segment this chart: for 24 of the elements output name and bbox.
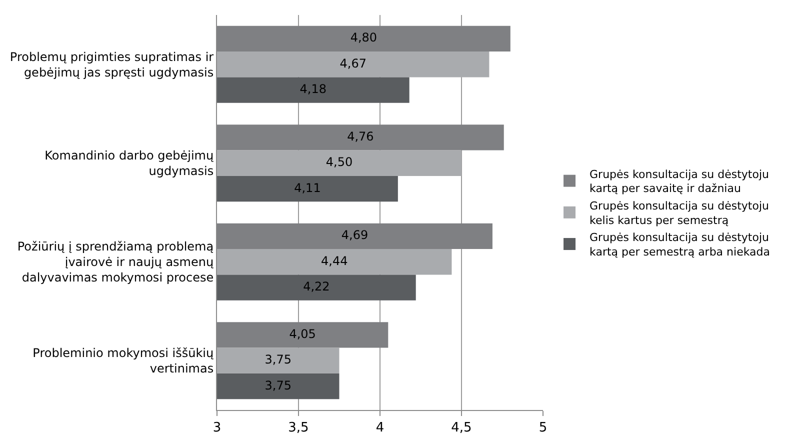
data-label: 4,69: [341, 228, 368, 242]
x-tick-label: 4: [376, 420, 384, 436]
data-label: 4,11: [294, 180, 321, 195]
y-tick-label: Probleminio mokymosi iššūkių vertinimas: [32, 346, 214, 376]
data-label: 4,18: [300, 82, 327, 96]
data-label: 4,80: [350, 30, 378, 45]
data-label: 3,75: [264, 352, 292, 367]
data-label: 4,67: [340, 56, 366, 70]
legend-label: Grupės konsultacija su dėstytoju kartą per savaitę ir dažniau: [590, 168, 769, 196]
legend-label: Grupės konsultacija su dėstytoju kelis kartus per semestrą: [590, 200, 769, 227]
y-tick-label: Požiūrių į sprendžiamą problemą įvairovė ir naujų asmenų dalyvavimas mokymosi procese: [17, 239, 214, 285]
y-tick-label: Komandinio darbo gebėjimų ugdymasis: [44, 148, 214, 178]
data-label: 4,44: [321, 254, 348, 268]
data-label: 4,22: [303, 280, 330, 294]
data-label: 4,05: [289, 326, 316, 341]
data-label: 3,75: [264, 378, 292, 392]
x-tick-label: 3,5: [288, 420, 309, 436]
x-tick-label: 3: [212, 420, 222, 436]
x-tick-label: 4,5: [451, 420, 472, 436]
y-tick-label: Problemų prigimties supratimas ir gebėjimų jas spręsti ugdymasis: [10, 50, 214, 80]
data-label: 4,76: [347, 129, 374, 144]
x-tick-label: 5: [538, 420, 548, 436]
data-label: 4,50: [326, 155, 353, 170]
legend-label: Grupės konsultacija su dėstytoju kartą per semestrą arba niekada: [590, 231, 770, 258]
